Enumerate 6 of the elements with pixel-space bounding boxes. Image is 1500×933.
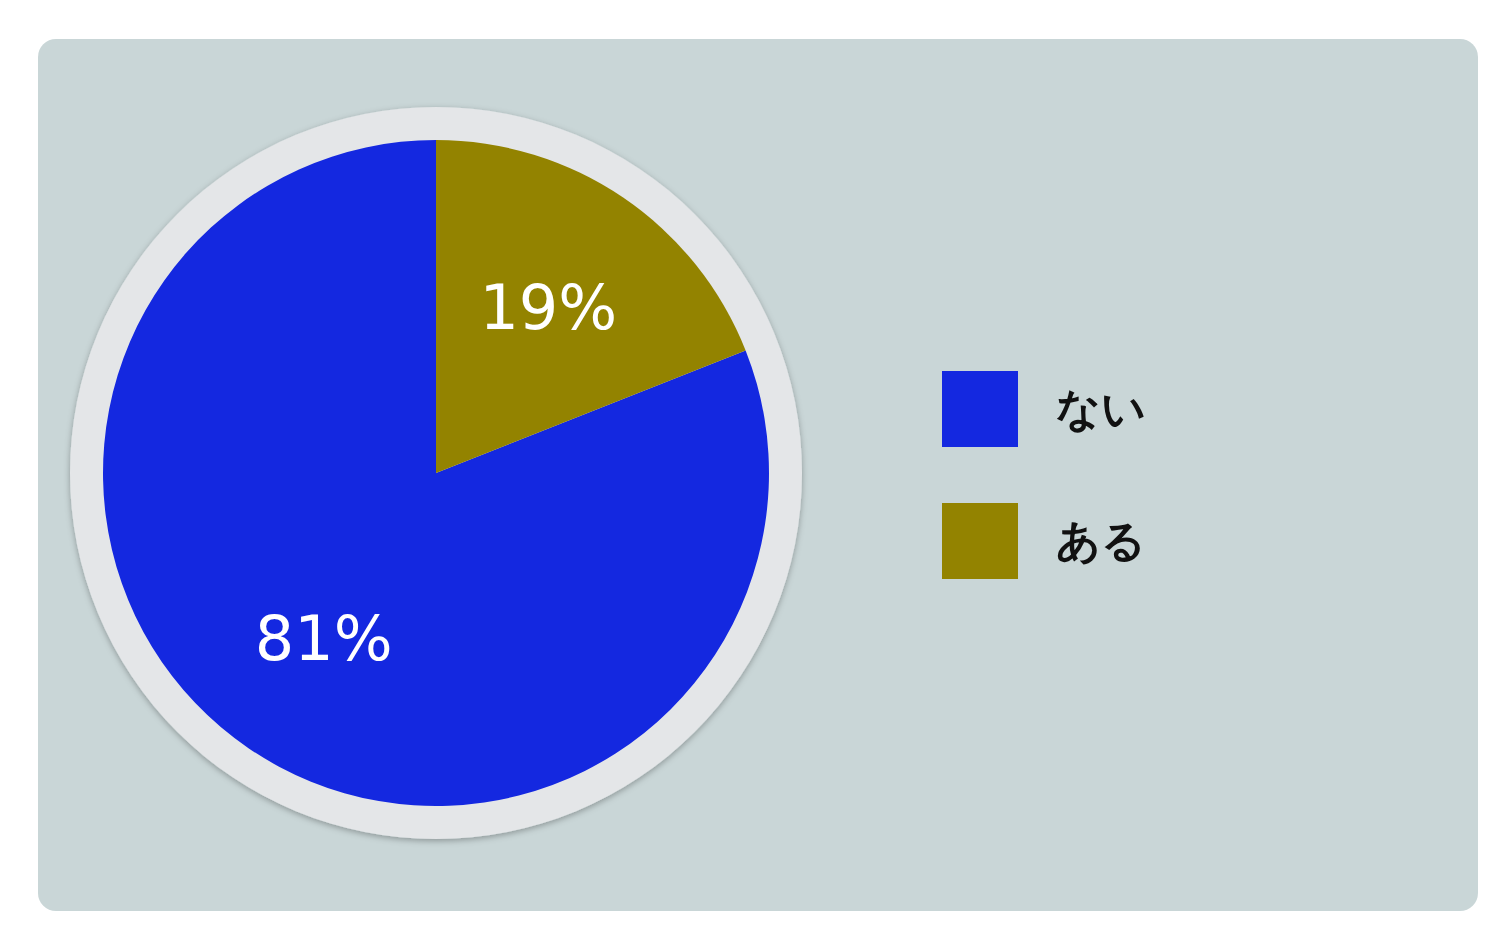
pie-slice	[436, 140, 746, 473]
data-label: 81%	[254, 601, 393, 675]
legend-label: ある	[1056, 515, 1146, 567]
pie-slice	[103, 140, 769, 806]
legend-label: ない	[1056, 383, 1146, 435]
data-label: 19%	[479, 271, 618, 345]
